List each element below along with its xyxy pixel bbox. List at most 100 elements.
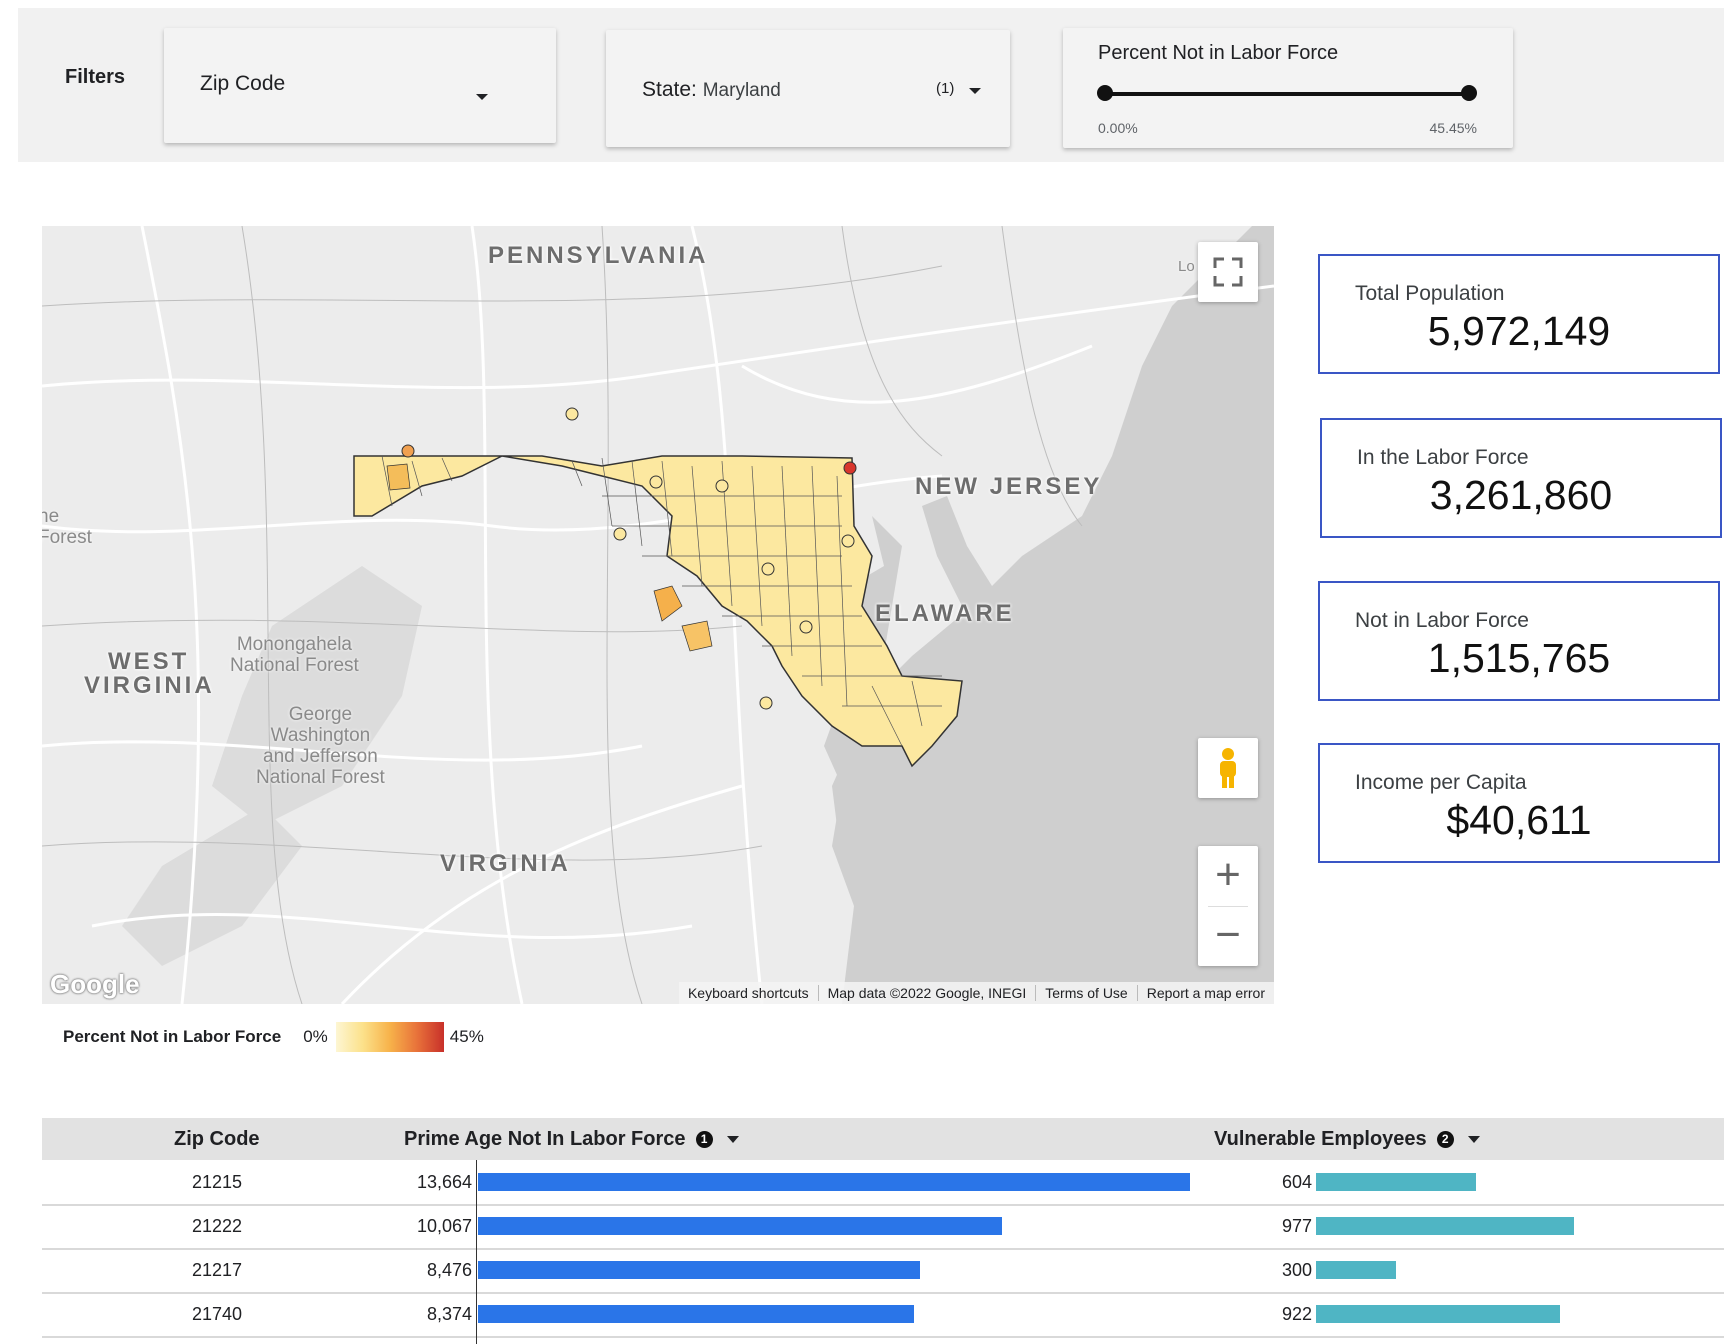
- slider-track[interactable]: [1105, 92, 1469, 96]
- bar-axis-line: [476, 1160, 477, 1344]
- zip-code-dropdown[interactable]: Zip Code: [164, 28, 556, 143]
- cell-prime: 8,374: [426, 1304, 472, 1324]
- map-legend: Percent Not in Labor Force 0% 45%: [63, 1022, 484, 1052]
- label-monongahela-line1: Monongahela: [236, 634, 352, 655]
- state-dropdown-label: State: Maryland: [642, 78, 781, 101]
- kpi-in-labor-force: In the Labor Force 3,261,860: [1320, 418, 1722, 538]
- info-icon[interactable]: 2: [1436, 1131, 1454, 1149]
- state-value: Maryland: [702, 80, 781, 101]
- label-forest-cut: ne Forest: [42, 506, 92, 548]
- slider-min-label: 0.00%: [1098, 120, 1138, 136]
- cell-zip: 21217: [192, 1260, 243, 1280]
- header-vulnerable-label: Vulnerable Employees: [1214, 1128, 1427, 1150]
- report-map-error-link[interactable]: Report a map error: [1136, 985, 1274, 1001]
- cell-prime: 10,067: [416, 1216, 472, 1236]
- legend-gradient: [335, 1022, 444, 1052]
- zoom-controls: + −: [1198, 846, 1258, 966]
- chevron-down-icon: [969, 88, 981, 94]
- slider-title: Percent Not in Labor Force: [1098, 42, 1339, 64]
- state-selected-count: (1): [936, 80, 955, 97]
- header-prime-age[interactable]: Prime Age Not In Labor Force 1: [404, 1128, 739, 1151]
- label-pennsylvania: PENNSYLVANIA: [488, 242, 709, 269]
- label-new-jersey: NEW JERSEY: [915, 473, 1103, 500]
- legend-min: 0%: [303, 1027, 328, 1046]
- keyboard-shortcuts-link[interactable]: Keyboard shortcuts: [687, 985, 809, 1001]
- sort-desc-icon[interactable]: [726, 1136, 739, 1144]
- cell-vulnerable: 922: [1281, 1304, 1312, 1324]
- label-delaware: ELAWARE: [875, 600, 1015, 627]
- table-row[interactable]: 21222 10,067 977: [42, 1204, 1724, 1250]
- legend-title: Percent Not in Labor Force: [63, 1027, 282, 1046]
- kpi-value: 1,515,765: [1427, 635, 1611, 681]
- map-footer: Keyboard shortcuts Map data ©2022 Google…: [678, 982, 1274, 1004]
- google-logo: Google: [50, 969, 140, 999]
- vulnerable-bar: [1316, 1261, 1396, 1279]
- zoom-out-button[interactable]: −: [1215, 910, 1241, 959]
- kpi-value: $40,611: [1446, 797, 1592, 843]
- chevron-down-icon: [476, 94, 488, 100]
- state-dropdown[interactable]: State: Maryland (1): [606, 30, 1010, 147]
- kpi-not-in-labor-force: Not in Labor Force 1,515,765: [1318, 581, 1720, 701]
- table-row[interactable]: 21217 8,476 300: [42, 1248, 1724, 1294]
- fullscreen-button[interactable]: [1198, 242, 1258, 302]
- choropleth-map[interactable]: PENNSYLVANIA NEW JERSEY ELAWARE WEST VIR…: [42, 226, 1274, 1004]
- label-gw-line2: Washington: [270, 725, 371, 746]
- prime-bar: [478, 1261, 920, 1279]
- vulnerable-bar: [1316, 1173, 1476, 1191]
- zoom-in-button[interactable]: +: [1215, 850, 1241, 899]
- label-virginia: VIRGINIA: [440, 850, 571, 877]
- label-gw-line1: George: [288, 704, 353, 725]
- label-george-washington: George Washington and Jefferson National…: [256, 704, 385, 788]
- pegman-icon: [1220, 748, 1236, 788]
- slider-max-handle[interactable]: [1461, 85, 1477, 101]
- filters-label: Filters: [65, 66, 126, 88]
- table-header: Zip Code Prime Age Not In Labor Force 1 V…: [42, 1118, 1724, 1160]
- label-virginia-wv: VIRGINIA: [84, 672, 215, 699]
- label-monongahela-line2: National Forest: [230, 655, 359, 676]
- kpi-total-population: Total Population 5,972,149: [1318, 254, 1720, 374]
- kpi-label: Total Population: [1355, 282, 1505, 305]
- slider-min-handle[interactable]: [1097, 85, 1113, 101]
- header-prime-age-label: Prime Age Not In Labor Force: [404, 1128, 686, 1150]
- label-west: WEST: [108, 648, 190, 675]
- cell-vulnerable: 300: [1281, 1260, 1312, 1280]
- maryland-region: [353, 455, 963, 768]
- info-icon[interactable]: 1: [695, 1131, 713, 1149]
- kpi-label: Income per Capita: [1355, 771, 1527, 794]
- kpi-income-per-capita: Income per Capita $40,611: [1318, 743, 1720, 863]
- table-row[interactable]: 21740 8,374 922: [42, 1292, 1724, 1338]
- prime-bar: [478, 1173, 1190, 1191]
- zip-code-dropdown-label: Zip Code: [200, 72, 286, 95]
- street-view-pegman-button[interactable]: [1198, 738, 1258, 798]
- cell-prime: 8,476: [426, 1260, 472, 1280]
- label-gw-line4: National Forest: [256, 767, 385, 788]
- zoom-divider: [1208, 906, 1248, 907]
- cell-vulnerable: 604: [1281, 1172, 1312, 1192]
- cell-zip: 21740: [192, 1304, 243, 1324]
- cell-prime: 13,664: [416, 1172, 472, 1192]
- label-monongahela: Monongahela National Forest: [230, 634, 359, 676]
- cell-zip: 21222: [192, 1216, 243, 1236]
- table-row[interactable]: 21215 13,664 604: [42, 1160, 1724, 1206]
- state-label: State: [642, 78, 692, 101]
- sort-desc-icon[interactable]: [1467, 1136, 1480, 1144]
- terms-of-use-link[interactable]: Terms of Use: [1035, 985, 1136, 1001]
- cell-zip: 21215: [192, 1172, 243, 1192]
- slider-max-label: 45.45%: [1429, 120, 1477, 136]
- legend-max: 45%: [449, 1027, 484, 1046]
- label-gw-line3: and Jefferson: [263, 746, 378, 767]
- header-vulnerable-employees[interactable]: Vulnerable Employees 2: [1214, 1128, 1480, 1151]
- kpi-value: 5,972,149: [1427, 308, 1611, 354]
- label-forest-cut-line2: Forest: [42, 527, 92, 548]
- filter-bar: Filters Zip Code State: Maryland (1) Per…: [18, 8, 1724, 162]
- prime-bar: [478, 1305, 914, 1323]
- fullscreen-icon: [1213, 257, 1243, 287]
- header-zip-code[interactable]: Zip Code: [174, 1128, 260, 1150]
- kpi-value: 3,261,860: [1429, 472, 1613, 518]
- vulnerable-bar: [1316, 1217, 1574, 1235]
- cell-vulnerable: 977: [1281, 1216, 1312, 1236]
- label-forest-cut-line1: ne: [42, 506, 60, 527]
- prime-bar: [478, 1217, 1002, 1235]
- kpi-label: In the Labor Force: [1357, 446, 1529, 469]
- percent-range-slider[interactable]: Percent Not in Labor Force 0.00% 45.45%: [1063, 28, 1513, 148]
